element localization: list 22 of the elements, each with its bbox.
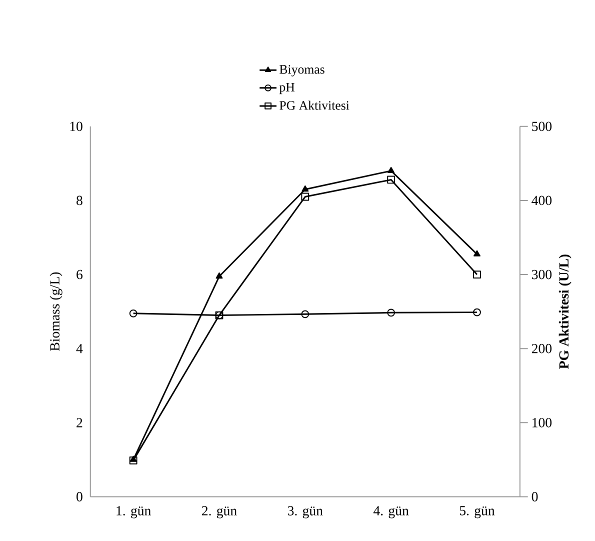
y2-tick-label: 100 [532,418,552,428]
x-tick-label: 4. gün [373,506,409,518]
y2-axis-title: PG Aktivitesi (U/L) [558,254,572,369]
x-tick-label: 5. gün [460,506,495,518]
y-tick-label: 6 [76,270,83,280]
y2-tick-label: 300 [532,270,552,280]
y2-tick-label: 500 [532,122,552,131]
y-axis-title: Biomass (g/L) [50,272,62,351]
y2-tick-label: 0 [532,492,538,502]
y-tick-label: 2 [76,418,82,428]
legend-label: Biyomas [280,65,324,76]
y-tick-label: 10 [70,122,82,131]
legend-label: PG Aktivitesi [280,100,350,110]
x-tick-label: 2. gün [202,506,237,518]
x-tick-label: 3. gün [288,506,323,518]
x-tick-label: 1. gün [116,506,151,518]
legend-label: pH [279,82,295,94]
y2-tick-label: 200 [532,344,552,354]
y-tick-label: 8 [76,196,82,206]
y-tick-label: 4 [76,344,83,354]
y-tick-label: 0 [76,492,82,502]
y2-tick-label: 400 [532,196,552,206]
